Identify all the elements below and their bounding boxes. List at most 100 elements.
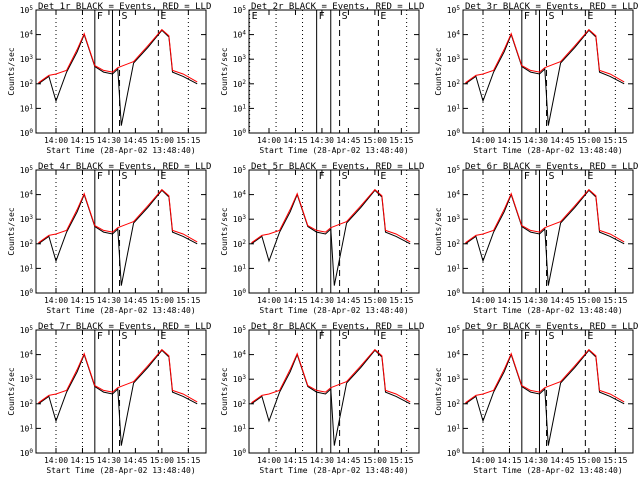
x-tick-label: 14:45	[550, 136, 574, 145]
x-tick-label: 15:00	[363, 136, 387, 145]
events-series-line	[38, 29, 198, 126]
y-axis-label: Counts/sec	[7, 207, 16, 255]
marker-label: F	[319, 11, 325, 22]
panel-7: Det 7r BLACK = Events, RED = LLD 100 101 10…	[7, 322, 211, 475]
x-axis-label: Start Time (28-Apr-02 13:48:40)	[46, 146, 195, 155]
lld-series-line	[465, 348, 625, 404]
y-tick-label: 105	[447, 5, 461, 15]
y-tick-label: 101	[20, 423, 34, 433]
marker-label: S	[122, 171, 128, 182]
x-tick-label: 14:30	[310, 456, 334, 465]
marker-label: F	[319, 331, 325, 342]
y-tick-label: 104	[20, 30, 34, 40]
x-tick-label: 14:30	[97, 456, 121, 465]
y-tick-label: 100	[233, 128, 247, 138]
y-tick-label: 101	[447, 423, 461, 433]
y-tick-label: 100	[20, 288, 34, 298]
y-tick-label: 100	[447, 128, 461, 138]
y-tick-label: 104	[233, 190, 247, 200]
marker-label: S	[122, 331, 128, 342]
x-tick-label: 14:45	[550, 456, 574, 465]
x-tick-label: 14:30	[524, 136, 548, 145]
y-tick-label: 103	[233, 374, 247, 384]
marker-label: F	[524, 331, 530, 342]
panel-title: Det 4r BLACK = Events, RED = LLD	[38, 162, 211, 172]
marker-label: S	[342, 11, 348, 22]
marker-label: E	[160, 171, 166, 182]
x-tick-label: 15:15	[176, 296, 200, 305]
x-tick-label: 14:15	[283, 456, 307, 465]
plot-frame	[462, 9, 634, 134]
x-tick-label: 14:00	[471, 296, 495, 305]
y-tick-label: 102	[233, 79, 247, 89]
panel-8: Det 8r BLACK = Events, RED = LLD 100 101 10…	[220, 322, 424, 475]
y-tick-label: 102	[233, 239, 247, 249]
x-tick-label: 14:15	[70, 296, 94, 305]
y-tick-label: 103	[20, 374, 34, 384]
events-series-line	[38, 189, 198, 286]
panel-title: Det 8r BLACK = Events, RED = LLD	[251, 322, 424, 332]
marker-label: S	[549, 171, 555, 182]
y-tick-label: 102	[447, 79, 461, 89]
x-axis-label: Start Time (28-Apr-02 13:48:40)	[473, 306, 622, 315]
y-tick-label: 102	[20, 239, 34, 249]
x-tick-label: 14:45	[336, 296, 360, 305]
marker-label: F	[524, 171, 530, 182]
y-tick-label: 103	[447, 214, 461, 224]
marker-label: S	[549, 331, 555, 342]
y-tick-label: 102	[447, 239, 461, 249]
y-tick-label: 105	[20, 165, 34, 175]
y-axis-label: Counts/sec	[220, 367, 229, 415]
y-tick-label: 105	[447, 165, 461, 175]
x-tick-label: 14:00	[257, 136, 281, 145]
y-tick-label: 103	[233, 54, 247, 64]
marker-label: E	[587, 11, 593, 22]
y-axis-label: Counts/sec	[220, 47, 229, 95]
x-tick-label: 14:00	[257, 296, 281, 305]
y-tick-label: 102	[20, 399, 34, 409]
x-tick-label: 14:30	[310, 136, 334, 145]
x-tick-label: 15:15	[389, 136, 413, 145]
x-tick-label: 14:15	[283, 296, 307, 305]
y-tick-label: 101	[233, 423, 247, 433]
plot-frame	[35, 9, 207, 134]
y-axis-label: Counts/sec	[220, 207, 229, 255]
lld-series-line	[38, 188, 198, 244]
marker-label: S	[549, 11, 555, 22]
x-tick-label: 14:15	[70, 456, 94, 465]
x-tick-label: 14:00	[257, 456, 281, 465]
y-tick-label: 104	[447, 350, 461, 360]
marker-label: S	[342, 331, 348, 342]
marker-label: E	[160, 331, 166, 342]
x-axis-label: Start Time (28-Apr-02 13:48:40)	[473, 466, 622, 475]
panel-title: Det 6r BLACK = Events, RED = LLD	[465, 162, 638, 172]
events-series-line	[465, 349, 625, 446]
plot-frame	[248, 329, 420, 454]
y-tick-label: 105	[233, 325, 247, 335]
x-tick-label: 14:15	[497, 136, 521, 145]
y-tick-label: 104	[20, 350, 34, 360]
y-tick-label: 104	[20, 190, 34, 200]
y-axis-label: Counts/sec	[7, 47, 16, 95]
x-tick-label: 14:15	[70, 136, 94, 145]
y-tick-label: 102	[20, 79, 34, 89]
events-series-line	[465, 29, 625, 126]
x-tick-label: 15:15	[176, 456, 200, 465]
panel-title: Det 1r BLACK = Events, RED = LLD	[38, 2, 211, 12]
x-tick-label: 15:15	[603, 136, 627, 145]
panel-title: Det 5r BLACK = Events, RED = LLD	[251, 162, 424, 172]
y-tick-label: 105	[20, 325, 34, 335]
x-axis-label: Start Time (28-Apr-02 13:48:40)	[259, 306, 408, 315]
x-tick-label: 14:45	[123, 136, 147, 145]
x-tick-label: 14:30	[310, 296, 334, 305]
plot-frame	[248, 169, 420, 294]
lld-series-line	[465, 28, 625, 84]
x-tick-label: 14:30	[524, 296, 548, 305]
marker-label: F	[319, 171, 325, 182]
x-tick-label: 14:45	[550, 296, 574, 305]
marker-label: F	[97, 11, 103, 22]
x-tick-label: 14:30	[97, 136, 121, 145]
y-tick-label: 105	[447, 325, 461, 335]
plot-frame	[248, 9, 420, 134]
x-axis-label: Start Time (28-Apr-02 13:48:40)	[259, 146, 408, 155]
